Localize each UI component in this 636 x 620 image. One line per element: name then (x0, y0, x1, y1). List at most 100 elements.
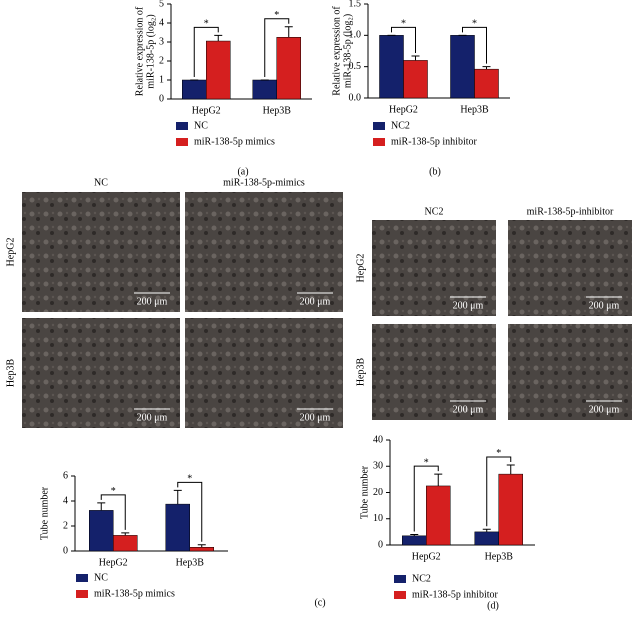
legend-swatch (76, 590, 88, 598)
legend-label: NC2 (391, 120, 410, 131)
scale-bar-label: 200 μm (137, 296, 168, 307)
row-label: Hep3B (5, 359, 16, 388)
chart: 0 2 4 6 Tube number HepG2 * Hep3B * NC miR-138-5p … (39, 470, 325, 608)
y-tick-label: 4 (159, 17, 164, 28)
bar (113, 535, 138, 552)
y-tick-label: 20 (373, 487, 383, 498)
error-bar (482, 528, 491, 532)
bar (450, 35, 475, 99)
significance-bracket (100, 494, 126, 530)
x-tick-label: HepG2 (412, 551, 441, 562)
scale-bar-label: 200 μm (300, 296, 331, 307)
bar (252, 79, 277, 100)
x-tick-label: HepG2 (99, 557, 128, 568)
y-tick-label: 0.0 (349, 92, 362, 103)
micrograph (372, 220, 496, 316)
column-label: miR-138-5p-mimics (223, 177, 305, 188)
x-tick-label: Hep3B (263, 105, 292, 116)
legend-label: NC (194, 120, 208, 131)
panel-caption: (b) (429, 166, 441, 177)
micrograph (22, 318, 180, 428)
legend-swatch (373, 138, 385, 146)
error-bar (411, 55, 420, 61)
significance-bracket (413, 465, 439, 532)
bar (276, 37, 301, 100)
y-tick-label: 10 (373, 513, 383, 524)
row-label: HepG2 (355, 254, 366, 283)
significance-bracket (193, 26, 219, 77)
error-bar (410, 534, 419, 536)
error-bar (97, 502, 106, 511)
bar (89, 510, 114, 552)
error-bar (434, 473, 443, 486)
error-bar (506, 464, 515, 475)
bar (498, 473, 523, 546)
legend-swatch (373, 122, 385, 130)
y-tick-label: 0 (63, 545, 68, 556)
y-axis-label: miR-138-5p (log₂) (342, 14, 353, 88)
panel-caption: (c) (314, 597, 325, 608)
scale-bar-label: 200 μm (300, 412, 331, 423)
micrograph (508, 324, 632, 420)
micrograph (508, 220, 632, 316)
scale-bar-label: 200 μm (453, 300, 484, 311)
x-tick-label: Hep3B (460, 104, 489, 115)
y-tick-label: 0 (159, 93, 164, 104)
significance-label: * (111, 486, 116, 497)
significance-bracket (264, 18, 290, 77)
micrograph (372, 324, 496, 420)
scale-bar-label: 200 μm (589, 404, 620, 415)
bar (402, 535, 427, 546)
micrograph (22, 192, 180, 312)
panel-caption: (a) (237, 166, 248, 177)
significance-bracket (462, 26, 487, 64)
y-tick-label: 1 (159, 74, 164, 85)
y-tick-label: 1.5 (349, 0, 362, 9)
bar (474, 68, 499, 99)
y-tick-label: 5 (159, 0, 164, 9)
x-tick-label: Hep3B (485, 551, 514, 562)
significance-label: * (496, 448, 501, 459)
significance-bracket (391, 26, 416, 54)
y-tick-label: 0.5 (349, 61, 362, 72)
error-bar (482, 66, 491, 70)
legend-swatch (76, 574, 88, 582)
bar (403, 60, 428, 99)
legend-label: miR-138-5p mimics (194, 136, 275, 147)
legend-label: miR-138-5p inhibitor (412, 589, 499, 600)
row-label: Hep3B (355, 358, 366, 387)
y-tick-label: 1.0 (349, 30, 362, 41)
bar (206, 40, 231, 100)
significance-label: * (472, 19, 477, 30)
panel-caption: (d) (487, 600, 499, 611)
significance-label: * (204, 19, 209, 30)
significance-label: * (424, 457, 429, 468)
y-tick-label: 6 (63, 470, 68, 481)
micrograph (185, 318, 343, 428)
bar (165, 503, 190, 552)
legend-label: NC (94, 572, 108, 583)
y-tick-label: 2 (159, 55, 164, 66)
bar (189, 547, 214, 552)
y-axis-label: miR-138-5p (log₂) (145, 14, 156, 88)
bar (379, 35, 404, 99)
y-tick-label: 3 (159, 36, 164, 47)
legend-label: miR-138-5p mimics (94, 588, 175, 599)
significance-label: * (274, 10, 279, 21)
x-tick-label: Hep3B (176, 557, 205, 568)
bar (182, 79, 207, 100)
x-tick-label: HepG2 (192, 105, 221, 116)
chart: 0 10 20 30 40 Tube number HepG2 * Hep3B * NC2 miR-1… (359, 434, 535, 611)
scale-bar-label: 200 μm (589, 300, 620, 311)
error-bar (121, 532, 130, 536)
bar (426, 485, 451, 546)
legend-swatch (176, 138, 188, 146)
legend-label: NC2 (412, 573, 431, 584)
y-tick-label: 0 (378, 539, 383, 550)
y-axis-label: Relative expression of (331, 6, 342, 96)
legend-swatch (176, 122, 188, 130)
legend-label: miR-138-5p inhibitor (391, 136, 478, 147)
scale-bar-label: 200 μm (137, 412, 168, 423)
